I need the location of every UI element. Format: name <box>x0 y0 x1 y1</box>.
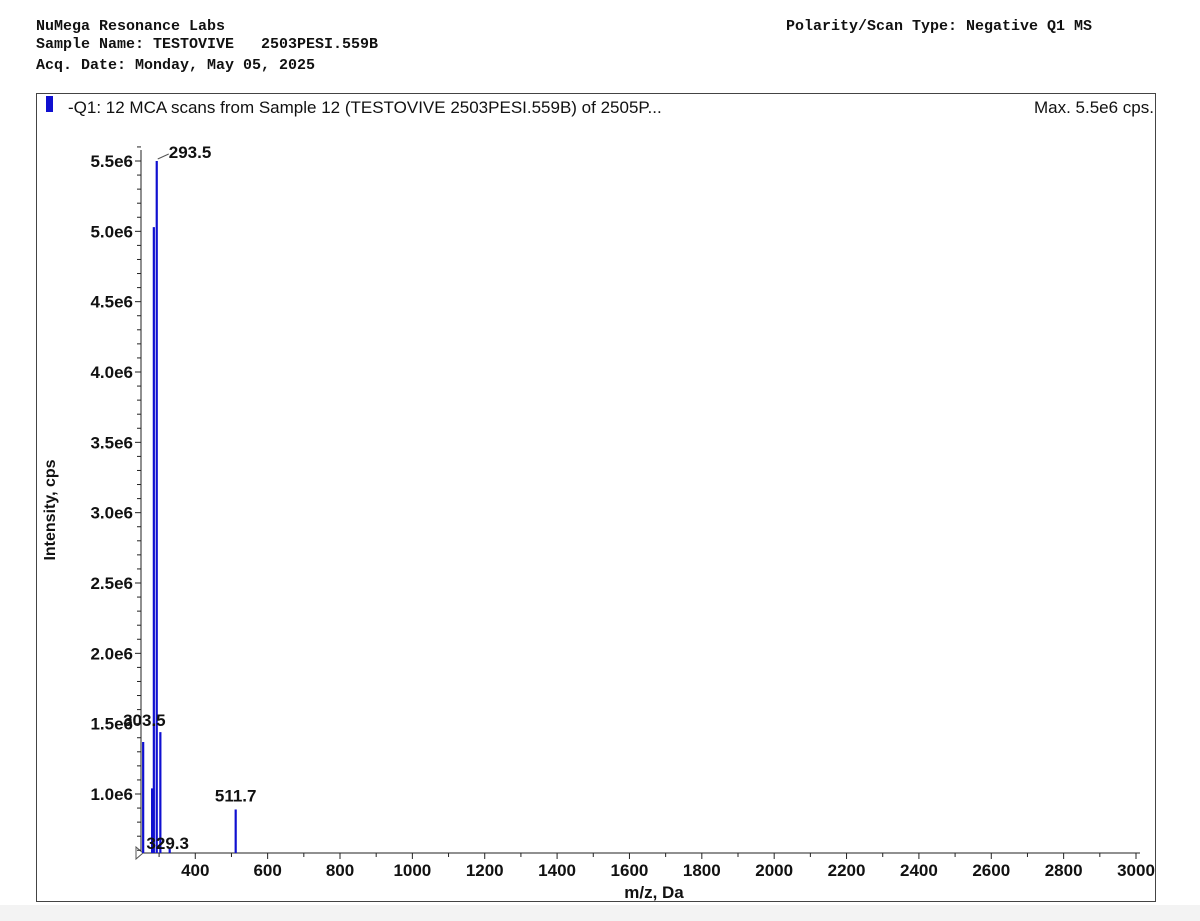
lab-name: NuMega Resonance Labs <box>36 18 226 35</box>
peak-label: 303.5 <box>123 711 166 730</box>
x-tick-label: 2600 <box>972 861 1010 880</box>
max-intensity-label: Max. 5.5e6 cps. <box>1034 98 1154 117</box>
x-tick-label: 1200 <box>466 861 504 880</box>
chart-title: -Q1: 12 MCA scans from Sample 12 (TESTOV… <box>68 98 662 117</box>
y-tick-label: 4.5e6 <box>90 293 133 312</box>
x-tick-label: 2200 <box>828 861 866 880</box>
sample-name: Sample Name: TESTOVIVE 2503PESI.559B <box>36 36 379 53</box>
x-axis-label: m/z, Da <box>624 883 684 902</box>
spectrum-frame <box>36 93 1156 902</box>
x-tick-label: 600 <box>253 861 281 880</box>
x-tick-label: 800 <box>326 861 354 880</box>
peak-label: 329.3 <box>146 834 189 853</box>
y-axis-label: Intensity, cps <box>42 459 59 560</box>
y-tick-label: 3.0e6 <box>90 504 133 523</box>
y-tick-label: 5.0e6 <box>90 222 133 241</box>
y-tick-label: 3.5e6 <box>90 433 133 452</box>
x-tick-label: 1600 <box>611 861 649 880</box>
y-tick-label: 4.0e6 <box>90 363 133 382</box>
y-tick-label: 5.5e6 <box>90 152 133 171</box>
acquisition-date: Acq. Date: Monday, May 05, 2025 <box>36 57 316 74</box>
x-tick-label: 1000 <box>393 861 431 880</box>
y-tick-label: 2.5e6 <box>90 574 133 593</box>
x-tick-label: 1800 <box>683 861 721 880</box>
bottom-band <box>0 905 1200 921</box>
polarity-scan-type: Polarity/Scan Type: Negative Q1 MS <box>786 18 1093 35</box>
x-tick-label: 2800 <box>1045 861 1083 880</box>
x-tick-label: 2400 <box>900 861 938 880</box>
y-tick-label: 2.0e6 <box>90 644 133 663</box>
origin-marker-icon <box>135 845 144 861</box>
x-tick-label: 400 <box>181 861 209 880</box>
peak-label: 511.7 <box>215 786 257 805</box>
peak-label: 293.5 <box>169 143 212 162</box>
x-tick-label: 3000 <box>1117 861 1155 880</box>
series-legend-swatch <box>46 96 53 112</box>
x-tick-label: 1400 <box>538 861 576 880</box>
y-tick-label: 1.5e6 <box>90 715 133 734</box>
x-tick-label: 2000 <box>755 861 793 880</box>
peak-label-leader <box>157 153 169 160</box>
y-tick-label: 1.0e6 <box>90 785 133 804</box>
